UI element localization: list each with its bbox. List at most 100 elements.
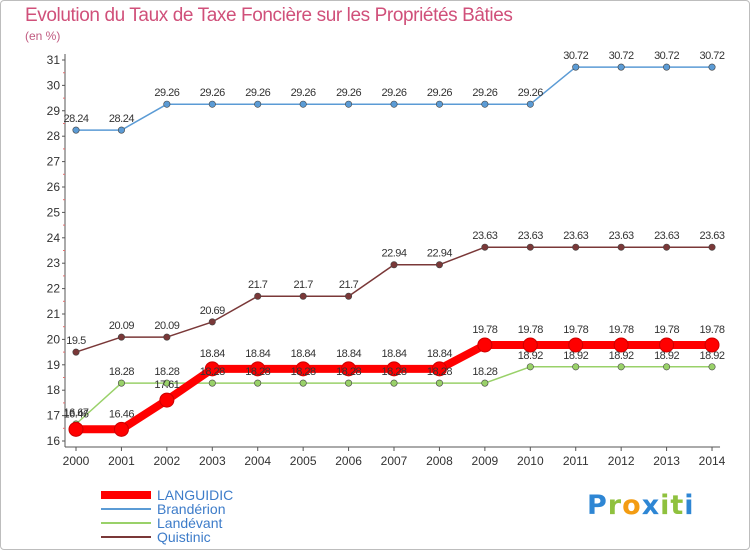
- x-tick-label: 2002: [154, 454, 181, 468]
- data-label: 29.26: [291, 87, 316, 99]
- data-label: 18.28: [381, 366, 406, 378]
- data-point: [526, 243, 534, 251]
- y-tick-label: 25: [47, 205, 61, 219]
- data-label: 30.72: [563, 50, 588, 62]
- data-point: [345, 100, 353, 108]
- x-tick-label: 2005: [290, 454, 317, 468]
- data-label: 18.84: [381, 348, 406, 360]
- y-tick-label: 19: [47, 358, 61, 372]
- data-point: [117, 333, 125, 341]
- data-point: [526, 363, 534, 371]
- y-tick-label: 18: [47, 383, 61, 397]
- data-point: [477, 337, 493, 353]
- x-tick-label: 2007: [381, 454, 408, 468]
- legend-label: Quistinic: [157, 529, 211, 545]
- data-label: 18.92: [654, 350, 679, 362]
- data-point: [299, 379, 307, 387]
- x-tick-label: 2008: [426, 454, 453, 468]
- y-tick-label: 17: [47, 409, 61, 423]
- y-tick-label: 16: [47, 434, 61, 448]
- data-label: 29.26: [154, 87, 179, 99]
- data-point: [299, 100, 307, 108]
- data-point: [159, 392, 175, 408]
- data-point: [163, 333, 171, 341]
- data-point: [113, 421, 129, 437]
- data-point: [72, 348, 80, 356]
- data-label: 23.63: [472, 230, 497, 242]
- data-label: 29.26: [472, 87, 497, 99]
- data-label: 21.7: [293, 279, 313, 291]
- data-label: 29.26: [336, 87, 361, 99]
- x-tick-label: 2001: [108, 454, 135, 468]
- y-tick-label: 31: [47, 53, 61, 67]
- data-point: [568, 337, 584, 353]
- data-label: 18.92: [609, 350, 634, 362]
- data-point: [617, 363, 625, 371]
- y-tick-label: 20: [47, 332, 61, 346]
- data-label: 30.72: [609, 50, 634, 62]
- data-point: [431, 361, 447, 377]
- y-tick-label: 30: [47, 78, 61, 92]
- data-point: [663, 363, 671, 371]
- y-tick-label: 22: [47, 282, 61, 296]
- x-tick-label: 2010: [517, 454, 544, 468]
- y-tick-label: 29: [47, 104, 61, 118]
- data-label: 18.92: [563, 350, 588, 362]
- data-point: [254, 379, 262, 387]
- data-label: 18.28: [336, 366, 361, 378]
- data-point: [617, 243, 625, 251]
- data-point: [341, 361, 357, 377]
- data-point: [390, 261, 398, 269]
- data-label: 30.72: [654, 50, 679, 62]
- data-label: 19.78: [700, 324, 725, 336]
- data-label: 29.26: [245, 87, 270, 99]
- y-tick-label: 28: [47, 129, 61, 143]
- data-label: 28.24: [109, 113, 134, 125]
- data-point: [72, 126, 80, 134]
- data-point: [254, 100, 262, 108]
- data-point: [659, 337, 675, 353]
- data-label: 19.78: [563, 324, 588, 336]
- data-point: [163, 379, 171, 387]
- data-label: 22.94: [427, 248, 452, 260]
- data-label: 29.26: [427, 87, 452, 99]
- data-point: [345, 379, 353, 387]
- legend-label: Brandérion: [157, 501, 226, 517]
- data-point: [663, 243, 671, 251]
- data-label: 20.69: [200, 305, 225, 317]
- data-label: 19.78: [654, 324, 679, 336]
- x-tick-label: 2014: [699, 454, 726, 468]
- legend-label: LANGUIDIC: [157, 487, 233, 503]
- data-point: [481, 100, 489, 108]
- data-point: [481, 379, 489, 387]
- y-tick-label: 21: [47, 307, 61, 321]
- x-tick-label: 2013: [653, 454, 680, 468]
- data-point: [526, 100, 534, 108]
- data-label: 19.78: [609, 324, 634, 336]
- data-label: 18.92: [700, 350, 725, 362]
- data-label: 18.28: [109, 366, 134, 378]
- data-label: 29.26: [518, 87, 543, 99]
- legend-label: Landévant: [157, 515, 223, 531]
- data-point: [208, 379, 216, 387]
- x-tick-label: 2009: [472, 454, 499, 468]
- data-label: 18.92: [518, 350, 543, 362]
- data-point: [572, 243, 580, 251]
- data-label: 20.09: [154, 320, 179, 332]
- data-point: [522, 337, 538, 353]
- data-point: [663, 63, 671, 71]
- data-point: [117, 126, 125, 134]
- data-point: [481, 243, 489, 251]
- data-label: 23.63: [609, 230, 634, 242]
- proxiti-logo: Proxiti: [587, 490, 695, 521]
- data-label: 18.28: [472, 366, 497, 378]
- data-label: 18.84: [291, 348, 316, 360]
- data-label: 16.46: [109, 408, 134, 420]
- data-label: 19.78: [518, 324, 543, 336]
- data-point: [708, 363, 716, 371]
- data-label: 20.09: [109, 320, 134, 332]
- data-label: 19.5: [66, 335, 86, 347]
- data-point: [708, 63, 716, 71]
- data-point: [435, 379, 443, 387]
